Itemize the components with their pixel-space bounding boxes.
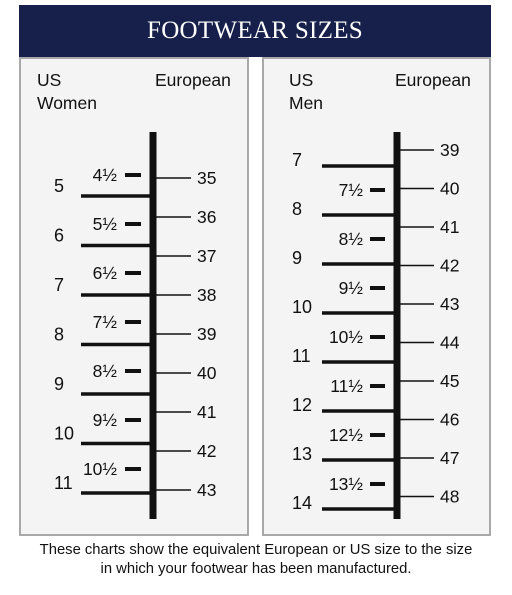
women-european-label: 41 (197, 402, 216, 422)
men-us-size-label: 14 (292, 493, 312, 513)
men-us-half-size-label: 10½ (329, 327, 363, 347)
men-us-size-label: 13 (292, 444, 312, 464)
men-us-half-size-label: 9½ (339, 278, 364, 298)
women-us-half-size-label: 4½ (93, 165, 118, 185)
men-us-header-line1: US (289, 70, 314, 90)
men-european-label: 47 (440, 448, 459, 468)
men-us-half-size-label: 7½ (339, 180, 364, 200)
women-european-label: 42 (197, 441, 216, 461)
men-european-label: 48 (440, 487, 459, 507)
men-us-size-label: 11 (292, 346, 311, 366)
men-european-label: 45 (440, 371, 459, 391)
women-us-half-size-label: 7½ (93, 312, 118, 332)
men-size-scale: 39 40 41 42 43 44 45 46 47 48 7 8 9 10 11 12 13 14 7½ 8½ 9½ 1… (292, 132, 460, 519)
women-us-header: US Women (37, 69, 97, 115)
women-us-header-line2: Women (37, 93, 97, 113)
chart-title-banner: FOOTWEAR SIZES (19, 5, 491, 57)
men-us-size-label: 7 (292, 150, 302, 170)
men-european-header: European (395, 70, 471, 90)
women-european-label: 37 (197, 246, 216, 266)
men-european-label: 42 (440, 256, 459, 276)
women-us-size-label: 6 (54, 226, 64, 246)
women-us-size-label: 11 (54, 473, 73, 493)
men-european-label: 41 (440, 217, 459, 237)
men-us-half-size-label: 8½ (339, 229, 364, 249)
chart-title: FOOTWEAR SIZES (146, 17, 363, 44)
women-european-label: 36 (197, 207, 216, 227)
women-european-label: 40 (197, 363, 217, 383)
women-us-size-label: 10 (54, 424, 74, 444)
women-european-label: 39 (197, 324, 216, 344)
men-size-panel: US Men European 39 40 41 42 43 44 45 46 47 48 7 8 9 1… (262, 57, 491, 536)
men-european-label: 39 (440, 140, 459, 160)
women-size-panel: US Women European 35 36 37 38 39 40 41 42 43 5 6 7 8… (19, 57, 249, 536)
women-us-half-size-label: 8½ (93, 361, 118, 381)
men-european-label: 44 (440, 333, 460, 353)
men-us-header: US Men (289, 69, 323, 115)
footnote: These charts show the equivalent Europea… (0, 541, 512, 579)
women-us-half-size-label: 5½ (93, 214, 118, 234)
men-european-label: 43 (440, 294, 459, 314)
footnote-line-2: in which your footwear has been manufact… (100, 561, 412, 577)
women-european-label: 38 (197, 285, 216, 305)
women-size-scale: 35 36 37 38 39 40 41 42 43 5 6 7 8 9 10 11 4½ 5½ 6½ 7½ 8½ 9½ 1… (54, 132, 217, 519)
men-us-size-label: 9 (292, 248, 302, 268)
men-us-size-label: 12 (292, 395, 312, 415)
women-us-size-label: 8 (54, 325, 64, 345)
men-european-label: 46 (440, 410, 459, 430)
men-us-size-label: 10 (292, 297, 312, 317)
men-european-label: 40 (440, 179, 460, 199)
women-us-size-label: 9 (54, 374, 64, 394)
women-us-header-line1: US (37, 70, 62, 90)
women-european-label: 43 (197, 480, 216, 500)
women-us-half-size-label: 10½ (83, 459, 117, 479)
men-us-size-label: 8 (292, 199, 302, 219)
men-us-header-line2: Men (289, 93, 324, 113)
women-us-half-size-label: 6½ (93, 263, 118, 283)
women-european-header: European (155, 70, 231, 90)
men-us-half-size-label: 13½ (329, 474, 363, 494)
women-us-half-size-label: 9½ (93, 410, 118, 430)
women-us-size-label: 5 (54, 176, 64, 196)
women-us-size-label: 7 (54, 275, 64, 295)
men-us-half-size-label: 11½ (330, 376, 363, 396)
men-us-half-size-label: 12½ (329, 425, 363, 445)
footnote-line-1: These charts show the equivalent Europea… (39, 542, 473, 558)
women-european-label: 35 (197, 168, 216, 188)
